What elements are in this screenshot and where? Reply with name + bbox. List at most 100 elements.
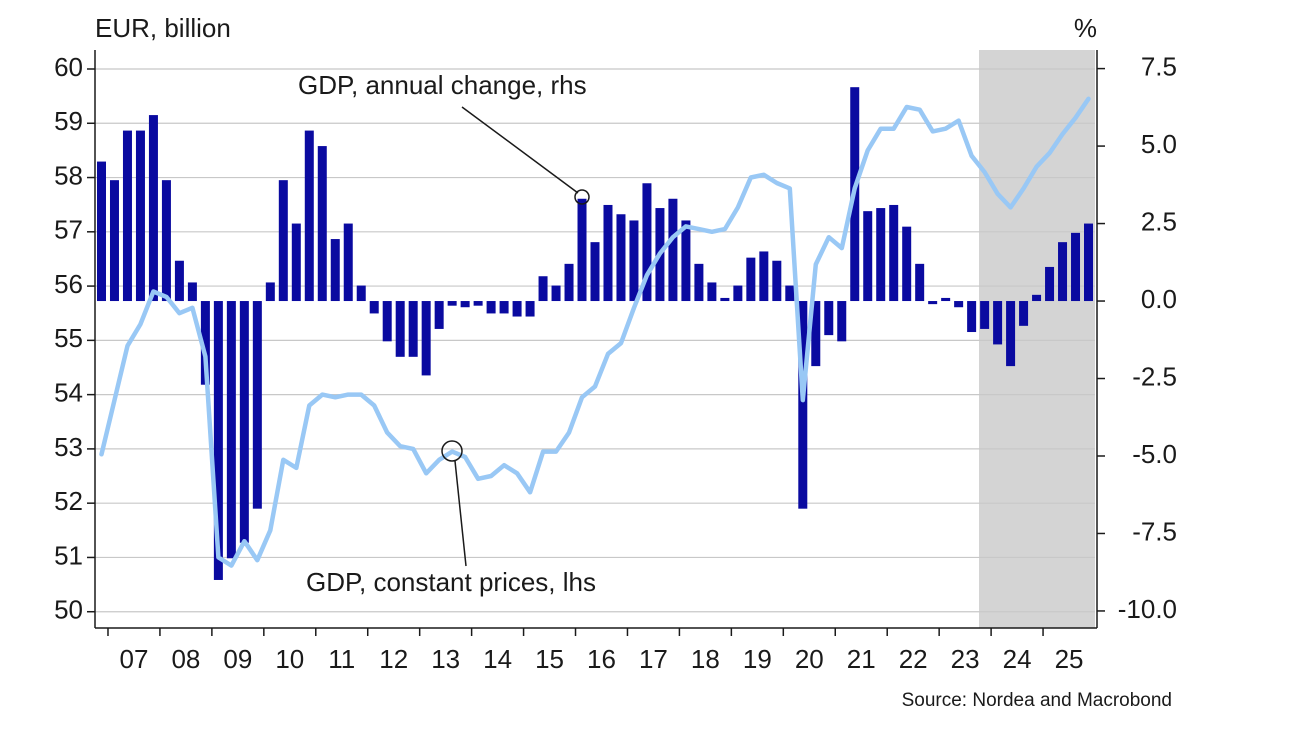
bar — [785, 285, 795, 302]
y-tick-label: 59 — [54, 106, 83, 136]
marks — [96, 87, 1094, 580]
bar — [369, 301, 379, 314]
bar — [954, 301, 964, 308]
x-tick-label: 17 — [639, 644, 668, 674]
x-tick-label: 24 — [1003, 644, 1032, 674]
bar — [811, 301, 821, 367]
bar — [356, 285, 366, 302]
x-tick-label: 12 — [379, 644, 408, 674]
bar — [746, 257, 756, 302]
bar — [161, 180, 171, 302]
bar — [1058, 242, 1068, 302]
bar — [759, 251, 769, 302]
x-tick-label: 08 — [171, 644, 200, 674]
bar — [798, 301, 808, 509]
bar — [330, 239, 340, 302]
y2-tick-label: 2.5 — [1141, 206, 1177, 236]
y-tick-label: 50 — [54, 595, 83, 625]
bar — [122, 130, 132, 302]
bar — [239, 301, 249, 543]
y2-tick-label: 0.0 — [1141, 284, 1177, 314]
x-tick-label: 22 — [899, 644, 928, 674]
bar — [395, 301, 405, 357]
line — [99, 96, 1091, 568]
y-tick-label: 54 — [54, 378, 83, 408]
x-tick-label: 13 — [431, 644, 460, 674]
x-tick-label: 15 — [535, 644, 564, 674]
y-tick-label: 51 — [54, 540, 83, 570]
bar — [603, 204, 613, 302]
bar — [681, 220, 691, 302]
y2-tick-label: -5.0 — [1132, 439, 1177, 469]
bar — [473, 301, 483, 306]
bar — [174, 260, 184, 302]
bar — [694, 263, 704, 302]
bar — [1032, 294, 1042, 302]
bar — [889, 204, 899, 302]
pointer-circle — [441, 440, 463, 462]
bar — [226, 301, 236, 559]
x-tick-label: 11 — [328, 644, 355, 674]
y2-tick-label: -7.5 — [1132, 516, 1177, 546]
x-tick-label: 25 — [1055, 644, 1084, 674]
annotations: GDP, annual change, rhs GDP, constant pr… — [298, 70, 596, 597]
pointer-circle — [574, 189, 590, 205]
bar — [265, 282, 275, 302]
bar — [590, 242, 600, 302]
bar — [577, 198, 587, 302]
bar — [512, 301, 522, 317]
bar — [772, 260, 782, 302]
bar — [941, 297, 951, 302]
bar — [460, 301, 470, 308]
x-tick-label: 18 — [691, 644, 720, 674]
bar — [1084, 223, 1094, 302]
bar — [499, 301, 509, 314]
bar — [317, 146, 327, 302]
x-tick-label: 23 — [951, 644, 980, 674]
bar — [486, 301, 496, 314]
pointer — [461, 106, 579, 194]
bar — [876, 208, 886, 302]
x-tick-label: 09 — [223, 644, 252, 674]
bar — [642, 183, 652, 302]
bar — [434, 301, 444, 329]
bar — [304, 130, 314, 302]
x-tick-label: 16 — [587, 644, 616, 674]
bar — [980, 301, 990, 329]
y-axis-title: EUR, billion — [95, 13, 231, 43]
bar — [967, 301, 977, 333]
y2-tick-label: 5.0 — [1141, 129, 1177, 159]
bar — [109, 180, 119, 302]
bar — [928, 301, 938, 305]
x-tick-label: 10 — [275, 644, 304, 674]
bar — [1071, 232, 1081, 302]
bar — [720, 297, 730, 302]
annotation: GDP, annual change, rhs — [298, 70, 587, 100]
bar — [629, 220, 639, 302]
bar — [200, 301, 210, 385]
bar — [668, 198, 678, 302]
y-tick-label: 60 — [54, 52, 83, 82]
bar — [616, 214, 626, 302]
bar — [408, 301, 418, 357]
bar — [863, 211, 873, 302]
bar — [291, 223, 301, 302]
bar — [824, 301, 834, 336]
bar — [135, 130, 145, 302]
x-tick-label: 14 — [483, 644, 512, 674]
bar — [187, 282, 197, 302]
y2-axis-title: % — [1074, 13, 1097, 43]
bar — [538, 276, 548, 302]
bar — [278, 180, 288, 302]
y2-tick-label: -2.5 — [1132, 361, 1177, 391]
y-tick-label: 55 — [54, 323, 83, 353]
y2-tick-label: 7.5 — [1141, 51, 1177, 81]
y-tick-label: 53 — [54, 432, 83, 462]
bar — [1019, 301, 1029, 326]
source: Source: Nordea and Macrobond — [902, 690, 1172, 711]
y-tick-label: 52 — [54, 486, 83, 516]
bar — [96, 161, 106, 302]
bar — [915, 263, 925, 302]
y-tick-label: 58 — [54, 160, 83, 190]
bar — [382, 301, 392, 342]
